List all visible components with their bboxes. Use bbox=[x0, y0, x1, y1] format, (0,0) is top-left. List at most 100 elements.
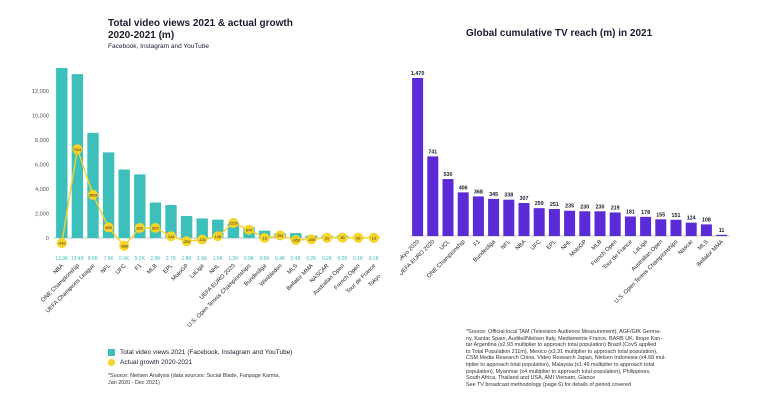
growth-label: 204 bbox=[277, 234, 283, 238]
bar bbox=[624, 216, 636, 236]
bar bbox=[412, 78, 424, 236]
right-source-line: to Total Population 211m), Mexico (x2.31… bbox=[466, 348, 658, 355]
right-source-line: tiplier to approach total population), M… bbox=[466, 361, 655, 368]
growth-point bbox=[166, 231, 176, 242]
x-tick-label: NHL bbox=[209, 263, 222, 276]
right-source-line: South Africa, Thailand and USA, AMI Viet… bbox=[466, 375, 596, 382]
bar bbox=[457, 192, 469, 236]
bar bbox=[670, 219, 682, 236]
bar-value-label: 0.2K bbox=[337, 256, 348, 262]
bar-value-label: 2.9K bbox=[150, 256, 161, 262]
legend-bar: Total video views 2021 (Facebook, Instag… bbox=[108, 349, 292, 356]
growth-line bbox=[61, 148, 380, 247]
y-tick-label: 8,000 bbox=[35, 138, 49, 144]
y-tick-label: 6,000 bbox=[35, 163, 49, 169]
growth-point bbox=[353, 232, 364, 243]
growth-point bbox=[72, 144, 83, 155]
growth-label: 13 bbox=[372, 236, 376, 240]
y-tick-label: 12,000 bbox=[32, 89, 49, 95]
x-tick-label: NHL bbox=[561, 239, 574, 252]
x-tick-label: MLS bbox=[287, 263, 300, 276]
bar bbox=[212, 219, 224, 238]
bar bbox=[149, 202, 162, 238]
left-chart-source: *Source: Nielsen Analysis (data sources:… bbox=[108, 373, 280, 386]
bar-value-label: 230 bbox=[596, 204, 605, 210]
bar-value-label: 13.9K bbox=[55, 256, 69, 262]
bar-value-label: 251 bbox=[550, 202, 559, 208]
x-tick-label: EPL bbox=[162, 263, 175, 276]
bar-value-label: 181 bbox=[626, 210, 635, 216]
bar bbox=[442, 179, 454, 236]
bar-value-label: 13.4K bbox=[71, 256, 85, 262]
growth-label: 30 bbox=[340, 236, 344, 240]
x-tick-label: UFC bbox=[115, 263, 128, 276]
left-chart-title: Total video views 2021 & actual growth 2… bbox=[108, 18, 293, 42]
left-chart-title-line1: Total video views 2021 & actual growth bbox=[108, 18, 293, 29]
growth-label: 22 bbox=[325, 236, 329, 240]
x-tick-label: F1 bbox=[473, 239, 482, 248]
bar bbox=[685, 222, 697, 236]
growth-label: -259 bbox=[183, 240, 191, 244]
bar-value-label: 1.5K bbox=[213, 256, 224, 262]
bar-value-label: 259 bbox=[535, 201, 544, 207]
growth-label: 144 bbox=[168, 235, 174, 239]
bar-value-label: 0.2K bbox=[306, 256, 317, 262]
bar bbox=[427, 156, 439, 236]
bar bbox=[518, 203, 530, 236]
bar bbox=[196, 218, 208, 238]
right-source-line: tar Argentina (x2.93 multiplier to appro… bbox=[466, 342, 657, 349]
legend-line-label: Actual growth 2020-2021 bbox=[120, 359, 193, 366]
bar bbox=[609, 212, 621, 236]
right-source-line: CSM Media Research China, Video Research… bbox=[466, 355, 667, 362]
bar-value-label: 1.8K bbox=[181, 256, 192, 262]
y-tick-label: 0 bbox=[46, 236, 49, 242]
y-tick-label: 4,000 bbox=[35, 187, 49, 193]
growth-label: 145 bbox=[215, 235, 221, 239]
bar bbox=[700, 224, 712, 236]
bar-value-label: 0.1K bbox=[353, 256, 364, 262]
x-tick-label: MLS bbox=[697, 239, 710, 252]
bar-value-label: 1.6K bbox=[197, 256, 208, 262]
left-chart-subtitle: Facebook, Instagram and YouTube bbox=[108, 43, 209, 50]
bar bbox=[134, 174, 146, 238]
bar bbox=[102, 152, 115, 238]
growth-point bbox=[56, 238, 67, 249]
bar-value-label: 530 bbox=[444, 172, 453, 178]
bar bbox=[87, 132, 99, 238]
right-source-line: ny, Kantar Spain, Auditel/Nielsen Italy,… bbox=[466, 335, 663, 342]
bar bbox=[488, 198, 500, 236]
bar bbox=[564, 210, 576, 236]
bar-value-label: 0.4K bbox=[291, 256, 302, 262]
bar-value-label: 0.9K bbox=[244, 256, 255, 262]
growth-point bbox=[368, 232, 379, 243]
bar bbox=[56, 68, 68, 238]
bar bbox=[472, 196, 484, 236]
bar-value-label: 368 bbox=[474, 189, 483, 195]
bar-value-label: 5.6K bbox=[119, 256, 130, 262]
growth-label: 674 bbox=[246, 228, 252, 232]
legend-line-swatch bbox=[108, 359, 115, 366]
bar-value-label: 178 bbox=[641, 210, 650, 216]
legend-bar-label: Total video views 2021 (Facebook, Instag… bbox=[120, 349, 293, 356]
bar-value-label: 406 bbox=[459, 185, 468, 191]
growth-point bbox=[322, 232, 332, 243]
growth-point bbox=[103, 222, 114, 233]
bar bbox=[180, 215, 193, 238]
growth-point bbox=[290, 234, 301, 245]
growth-label: 7261 bbox=[73, 148, 81, 152]
bar-value-label: 8.6K bbox=[88, 256, 99, 262]
growth-point bbox=[275, 230, 286, 241]
growth-label: 3534 bbox=[89, 193, 97, 197]
bar bbox=[716, 234, 728, 236]
x-tick-label: NBA bbox=[515, 239, 528, 252]
bar-value-label: 1,470 bbox=[411, 71, 425, 77]
bar bbox=[533, 208, 545, 236]
growth-point bbox=[244, 224, 254, 235]
growth-point bbox=[337, 232, 348, 243]
bar bbox=[227, 223, 240, 238]
bar bbox=[640, 216, 652, 236]
growth-point bbox=[212, 231, 223, 242]
x-tick-label: NFL bbox=[100, 263, 113, 276]
bar-value-label: 151 bbox=[672, 213, 681, 219]
